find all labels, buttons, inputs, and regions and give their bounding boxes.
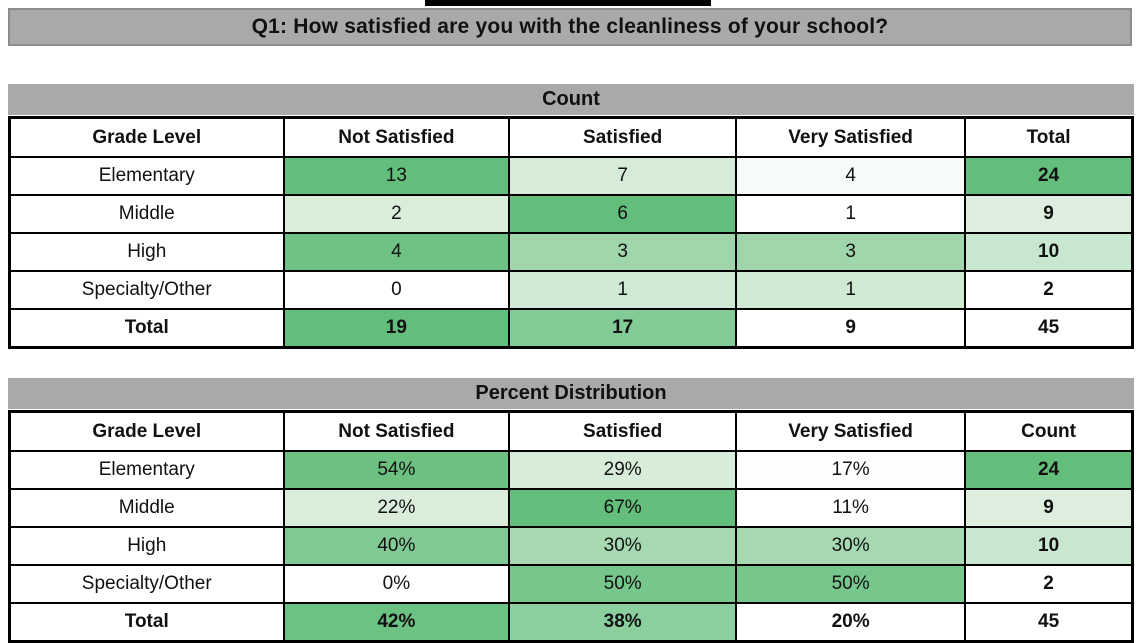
table-cell: 30%	[735, 526, 967, 566]
table-cell: 29%	[508, 450, 738, 490]
table-cell: 2	[282, 194, 511, 234]
row-label: Specialty/Other	[8, 564, 285, 604]
table-cell: 4	[735, 156, 967, 196]
percent-col-header-very-satisfied: Very Satisfied	[735, 410, 967, 452]
table-cell-count: 2	[964, 564, 1134, 604]
table-cell: 38%	[508, 602, 738, 643]
table-cell: 9	[735, 308, 967, 349]
table-cell: 54%	[282, 450, 511, 490]
table-cell-count: 45	[964, 602, 1134, 643]
table-cell-total: 2	[964, 270, 1134, 310]
table-cell-total: 9	[964, 194, 1134, 234]
table-cell: 50%	[508, 564, 738, 604]
table-row-high: High 4 3 3 10	[8, 232, 1134, 272]
count-col-header-grade-level: Grade Level	[8, 116, 285, 158]
count-table-section: Count Grade Level Not Satisfied Satisfie…	[8, 84, 1134, 349]
table-cell: 1	[735, 270, 967, 310]
table-cell-count: 24	[964, 450, 1134, 490]
table-cell: 0%	[282, 564, 511, 604]
row-label: Middle	[8, 194, 285, 234]
count-col-header-satisfied: Satisfied	[508, 116, 738, 158]
table-cell: 13	[282, 156, 511, 196]
table-cell: 3	[735, 232, 967, 272]
row-label: Elementary	[8, 156, 285, 196]
question-title-bar: Q1: How satisfied are you with the clean…	[8, 8, 1132, 46]
table-cell: 7	[508, 156, 738, 196]
table-cell-count: 10	[964, 526, 1134, 566]
percent-table-title: Percent Distribution	[475, 382, 667, 404]
table-row-high: High 40% 30% 30% 10	[8, 526, 1134, 566]
percent-table: Grade Level Not Satisfied Satisfied Very…	[8, 410, 1134, 643]
percent-col-header-not-satisfied: Not Satisfied	[282, 410, 511, 452]
table-cell: 3	[508, 232, 738, 272]
table-cell: 40%	[282, 526, 511, 566]
table-cell: 19	[282, 308, 511, 349]
table-cell: 20%	[735, 602, 967, 643]
table-cell: 67%	[508, 488, 738, 528]
table-cell-total: 24	[964, 156, 1134, 196]
table-cell: 0	[282, 270, 511, 310]
table-row-total: Total 19 17 9 45	[8, 308, 1134, 349]
table-cell: 17%	[735, 450, 967, 490]
table-row-middle: Middle 2 6 1 9	[8, 194, 1134, 234]
percent-table-section: Percent Distribution Grade Level Not Sat…	[8, 378, 1134, 643]
row-label: High	[8, 526, 285, 566]
count-col-header-not-satisfied: Not Satisfied	[282, 116, 511, 158]
percent-col-header-satisfied: Satisfied	[508, 410, 738, 452]
table-row-elementary: Elementary 13 7 4 24	[8, 156, 1134, 196]
percent-col-header-grade-level: Grade Level	[8, 410, 285, 452]
question-title-text: Q1: How satisfied are you with the clean…	[251, 15, 889, 38]
percent-table-title-band: Percent Distribution	[8, 378, 1134, 409]
row-label: Total	[8, 308, 285, 349]
count-table-title: Count	[542, 88, 600, 110]
row-label: Middle	[8, 488, 285, 528]
table-cell-count: 9	[964, 488, 1134, 528]
row-label: High	[8, 232, 285, 272]
table-cell-total: 10	[964, 232, 1134, 272]
row-label: Total	[8, 602, 285, 643]
table-cell: 6	[508, 194, 738, 234]
count-table: Grade Level Not Satisfied Satisfied Very…	[8, 116, 1134, 349]
table-cell: 11%	[735, 488, 967, 528]
top-black-strip	[425, 0, 711, 6]
count-table-title-band: Count	[8, 84, 1134, 115]
percent-col-header-count: Count	[964, 410, 1134, 452]
table-cell: 17	[508, 308, 738, 349]
row-label: Elementary	[8, 450, 285, 490]
table-row-middle: Middle 22% 67% 11% 9	[8, 488, 1134, 528]
table-row-total: Total 42% 38% 20% 45	[8, 602, 1134, 643]
table-row-specialty-other: Specialty/Other 0 1 1 2	[8, 270, 1134, 310]
table-cell: 22%	[282, 488, 511, 528]
table-cell: 1	[508, 270, 738, 310]
row-label: Specialty/Other	[8, 270, 285, 310]
percent-header-row: Grade Level Not Satisfied Satisfied Very…	[8, 410, 1134, 452]
table-cell: 1	[735, 194, 967, 234]
table-row-elementary: Elementary 54% 29% 17% 24	[8, 450, 1134, 490]
table-row-specialty-other: Specialty/Other 0% 50% 50% 2	[8, 564, 1134, 604]
table-cell: 4	[282, 232, 511, 272]
table-cell-total: 45	[964, 308, 1134, 349]
table-cell: 30%	[508, 526, 738, 566]
count-header-row: Grade Level Not Satisfied Satisfied Very…	[8, 116, 1134, 158]
table-cell: 50%	[735, 564, 967, 604]
count-col-header-total: Total	[964, 116, 1134, 158]
table-cell: 42%	[282, 602, 511, 643]
count-col-header-very-satisfied: Very Satisfied	[735, 116, 967, 158]
